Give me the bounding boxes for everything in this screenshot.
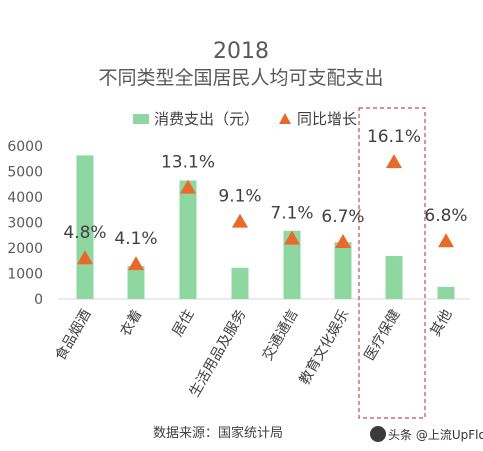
growth-marker-交通通信 [284, 230, 300, 245]
y-tick-label: 6000 [7, 139, 43, 155]
growth-label: 9.1% [218, 187, 261, 207]
highlight-box [358, 107, 426, 419]
growth-marker-教育文化娱乐 [335, 234, 351, 249]
growth-label: 13.1% [161, 153, 215, 173]
legend-bar-label: 消费支出（元） [154, 110, 259, 128]
y-tick-label: 0 [34, 292, 43, 308]
category-label: 交通通信 [259, 307, 302, 364]
y-tick-label: 5000 [7, 165, 43, 181]
growth-marker-衣着 [128, 256, 144, 271]
category-label: 医疗保健 [362, 307, 404, 363]
bar-教育文化娱乐 [334, 242, 352, 299]
growth-label: 4.1% [114, 229, 157, 249]
bar-医疗保健 [385, 256, 403, 299]
bar-其他 [437, 286, 455, 299]
growth-marker-医疗保健 [386, 154, 402, 169]
category-label: 食品烟酒 [52, 307, 95, 364]
legend-bar-swatch [133, 114, 149, 124]
bar-交通通信 [283, 230, 301, 299]
growth-marker-居住 [180, 179, 196, 194]
growth-marker-食品烟酒 [77, 250, 93, 265]
watermark-logo-icon [370, 426, 386, 442]
category-label: 其他 [428, 307, 456, 339]
growth-label: 4.8% [63, 223, 106, 243]
y-tick-label: 2000 [7, 241, 43, 257]
bar-衣着 [127, 266, 145, 299]
y-tick-label: 4000 [7, 190, 43, 206]
growth-label: 6.7% [321, 207, 364, 227]
watermark: 头条 @上流UpFlow [388, 428, 483, 442]
category-label: 教育文化娱乐 [297, 307, 353, 388]
growth-marker-生活用品及服务 [232, 213, 248, 228]
y-tick-label: 1000 [7, 267, 43, 283]
chart-subtitle: 不同类型全国居民人均可支配支出 [98, 67, 383, 89]
category-label: 生活用品及服务 [187, 307, 250, 400]
category-label: 衣着 [118, 307, 146, 339]
legend-marker-label: 同比增长 [297, 110, 357, 128]
category-label: 居住 [170, 307, 198, 339]
growth-label: 7.1% [270, 204, 313, 224]
source-note: 数据来源：国家统计局 [153, 425, 283, 441]
growth-marker-其他 [438, 233, 454, 248]
bar-居住 [179, 180, 197, 299]
legend-marker-swatch [279, 113, 291, 124]
y-tick-label: 3000 [7, 216, 43, 232]
growth-label: 6.8% [424, 206, 467, 226]
growth-label: 16.1% [367, 127, 421, 147]
bar-生活用品及服务 [231, 267, 249, 299]
chart-title: 2018 [213, 39, 269, 64]
